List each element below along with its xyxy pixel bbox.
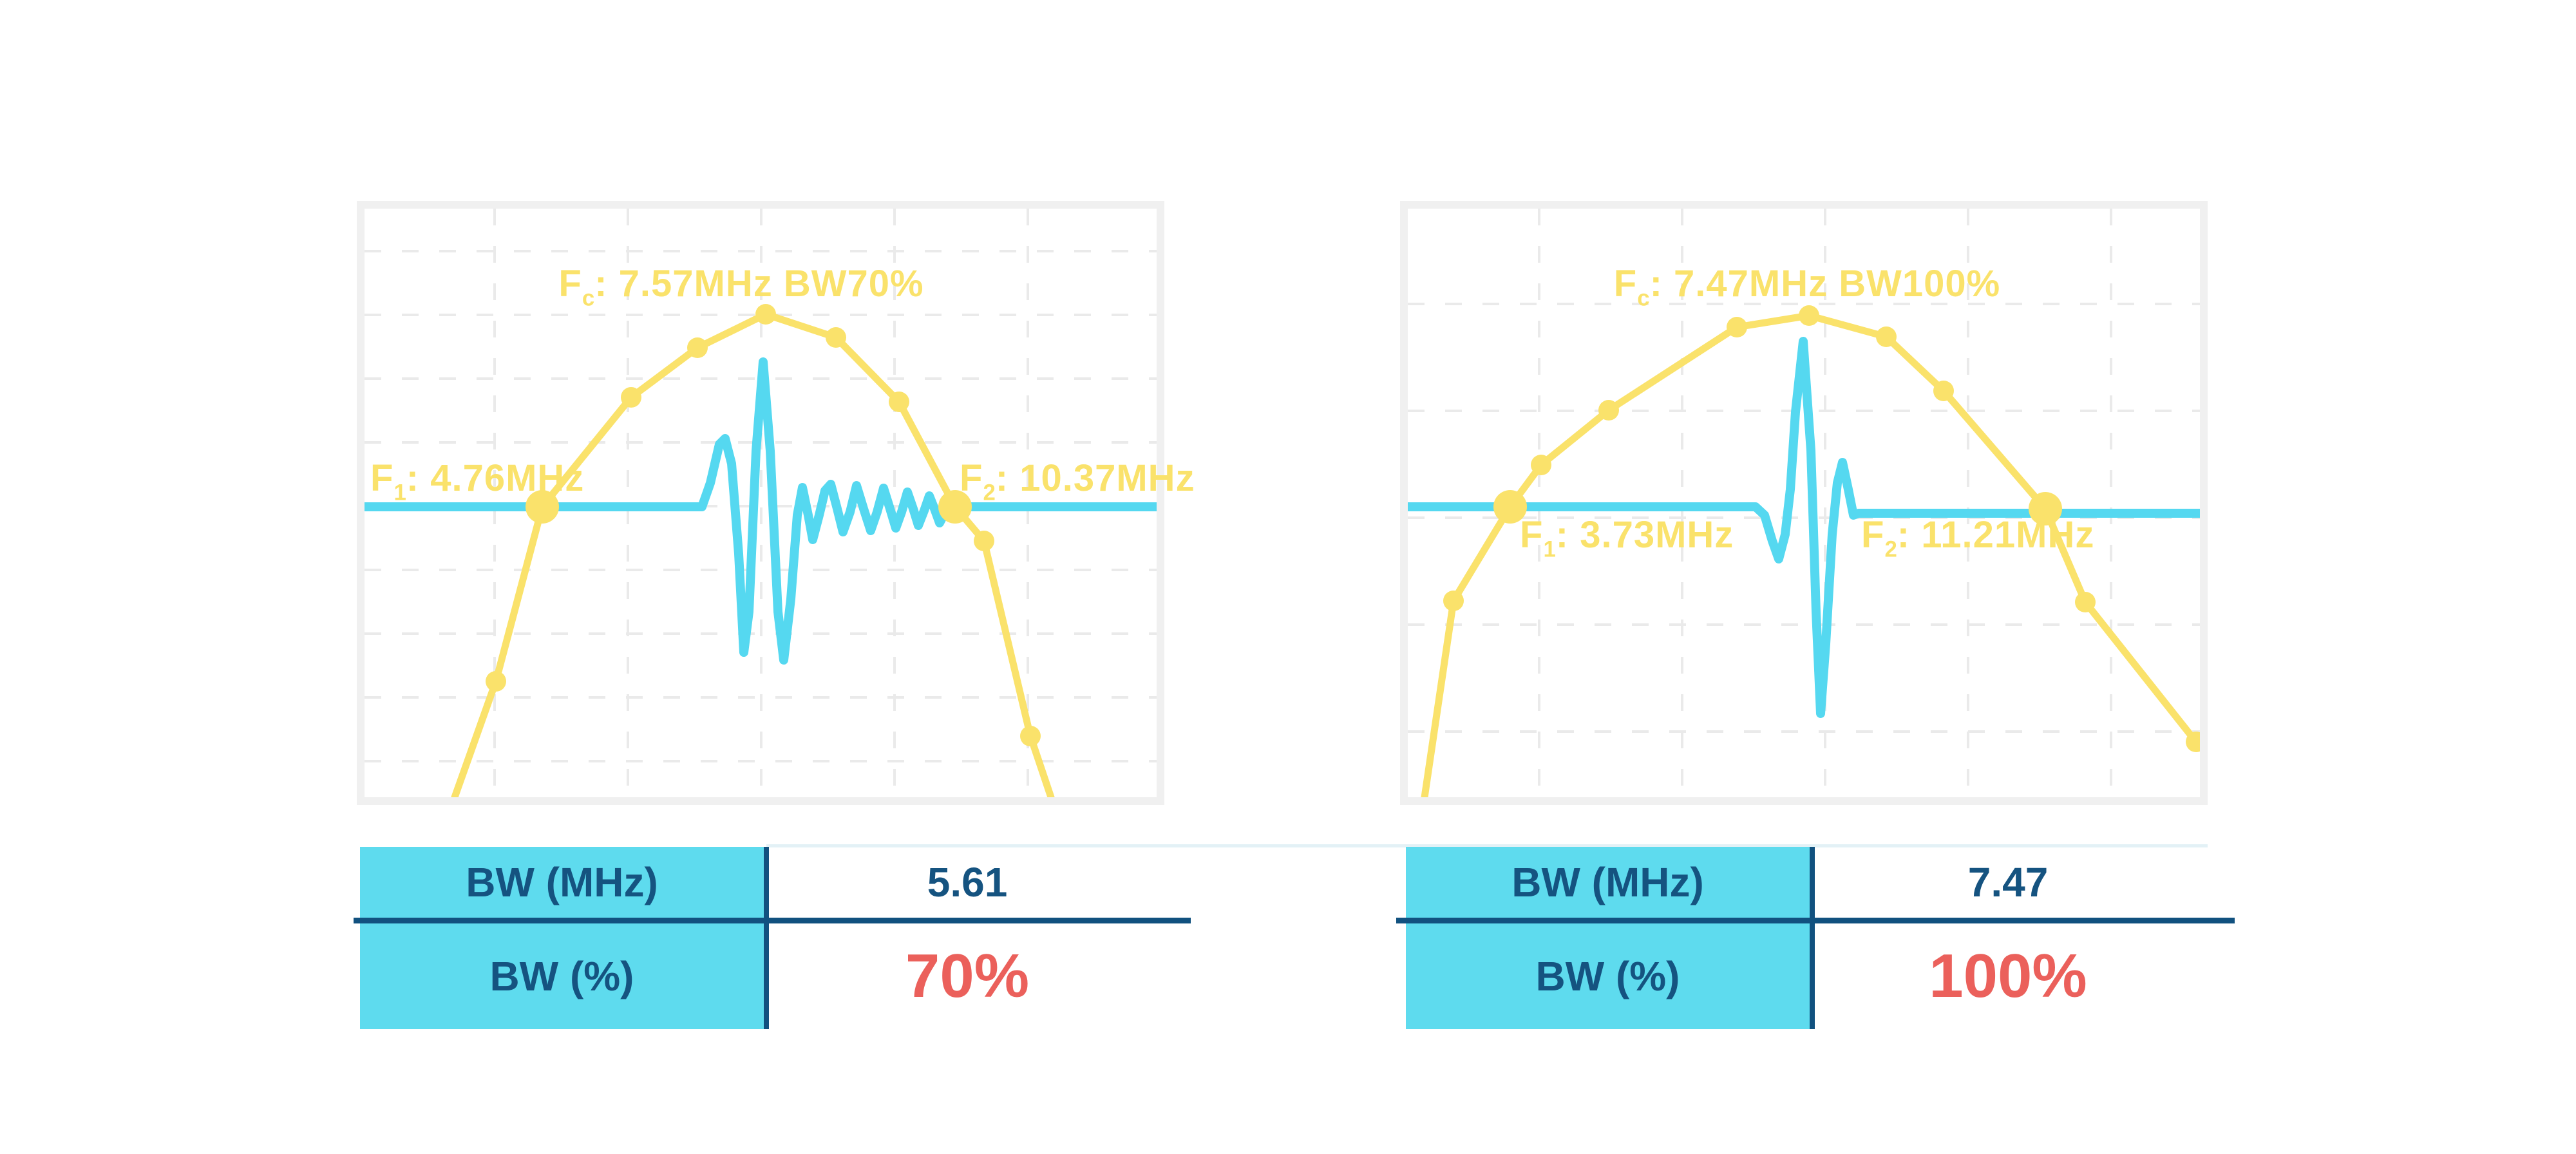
- f2-annotation: F2: 11.21MHz: [1861, 514, 2095, 562]
- spectrum-chart-bw70: [365, 209, 1157, 797]
- bw-mhz-value: 5.61: [927, 859, 1008, 905]
- table-top-rule: [766, 844, 2208, 847]
- bw-pct-label: BW (%): [489, 953, 634, 999]
- fc-annotation: Fc: 7.57MHz BW70%: [558, 263, 924, 311]
- spectrum-chart-bw100: [1408, 209, 2200, 797]
- bw-mhz-label: BW (MHz): [466, 859, 658, 905]
- chart-panel-bw70: Fc: 7.57MHz BW70% F1: 4.76MHz F2: 10.37M…: [357, 201, 1195, 805]
- bw-mhz-value: 7.47: [1967, 859, 2049, 905]
- f1-annotation: F1: 3.73MHz: [1520, 514, 1734, 562]
- bw-pct-value: 70%: [905, 941, 1030, 1010]
- column-divider: [764, 847, 769, 1029]
- row-divider: [1396, 918, 2235, 923]
- bw-pct-label: BW (%): [1535, 953, 1680, 999]
- row-divider: [354, 918, 1191, 923]
- f2-annotation: F2: 10.37MHz: [960, 457, 1195, 506]
- bw-mhz-label: BW (MHz): [1511, 859, 1704, 905]
- f1-annotation: F1: 4.76MHz: [370, 457, 585, 506]
- column-divider: [1810, 847, 1815, 1029]
- bw-pct-value: 100%: [1929, 941, 2087, 1010]
- label-column-background: [1406, 847, 1810, 1029]
- fc-annotation: Fc: 7.47MHz BW100%: [1613, 263, 2001, 311]
- label-column-background: [360, 847, 764, 1029]
- chart-panel-bw100: Fc: 7.47MHz BW100% F1: 3.73MHz F2: 11.21…: [1400, 201, 2208, 805]
